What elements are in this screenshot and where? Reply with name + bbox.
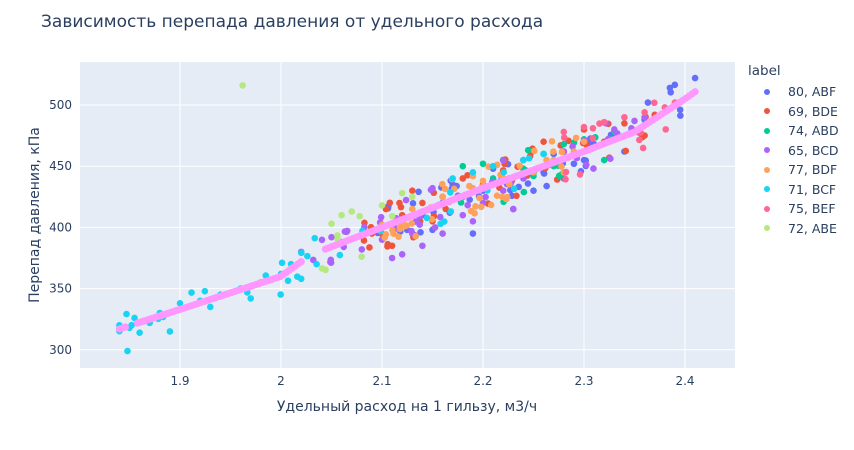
- x-axis-title: Удельный расход на 1 гильзу, м3/ч: [277, 399, 537, 415]
- legend-label: 74, ABD: [788, 123, 839, 139]
- legend-marker-icon: [764, 186, 770, 193]
- legend-marker-icon: [764, 166, 770, 173]
- legend-item[interactable]: 69, BDE: [748, 102, 839, 122]
- x-tick-label: 2.2: [473, 374, 492, 388]
- legend-item[interactable]: 75, BEF: [748, 199, 839, 219]
- legend-label: 80, ABF: [788, 84, 837, 100]
- x-tick-label: 2.3: [574, 374, 593, 388]
- chart-title: Зависимость перепада давления от удельно…: [41, 12, 544, 32]
- x-tick-label: 1.9: [170, 374, 189, 388]
- scatter-points: [115, 74, 699, 355]
- legend-item[interactable]: 77, BDF: [748, 160, 839, 180]
- legend-item[interactable]: 72, ABE: [748, 219, 839, 239]
- legend-label: 65, BCD: [788, 142, 839, 158]
- legend-item[interactable]: 65, BCD: [748, 141, 839, 161]
- legend-title: label: [748, 63, 781, 79]
- y-tick-label: 500: [49, 98, 72, 112]
- y-tick-label: 450: [49, 159, 72, 173]
- legend-marker-icon: [764, 147, 770, 154]
- x-tick-label: 2.4: [675, 374, 694, 388]
- legend: label 80, ABF 69, BDE 74, ABD 65, BCD 77, BD…: [748, 63, 839, 238]
- x-axis-ticks: 1.9 2 2.1 2.2 2.3 2.4: [170, 374, 694, 388]
- legend-item[interactable]: 80, ABF: [748, 82, 839, 102]
- legend-label: 71, BCF: [788, 181, 837, 197]
- y-tick-label: 300: [49, 343, 72, 357]
- legend-label: 69, BDE: [788, 103, 838, 119]
- series-72-abe: [239, 82, 416, 274]
- y-tick-label: 350: [49, 282, 72, 296]
- x-tick-label: 2: [277, 374, 285, 388]
- legend-marker-icon: [764, 108, 770, 115]
- legend-label: 72, ABE: [788, 220, 837, 236]
- legend-marker-icon: [764, 127, 770, 134]
- legend-item[interactable]: 71, BCF: [748, 180, 839, 200]
- legend-marker-icon: [764, 225, 770, 232]
- legend-label: 75, BEF: [788, 201, 836, 217]
- y-tick-label: 400: [49, 220, 72, 234]
- legend-marker-icon: [764, 205, 770, 212]
- regression-line: [115, 88, 699, 333]
- legend-label: 77, BDF: [788, 162, 838, 178]
- x-tick-label: 2.1: [372, 374, 391, 388]
- legend-marker-icon: [764, 88, 770, 95]
- series-75-bef: [560, 99, 679, 183]
- legend-item[interactable]: 74, ABD: [748, 121, 839, 141]
- y-axis-ticks: 300 350 400 450 500: [49, 98, 72, 357]
- y-axis-title: Перепад давления, кПа: [27, 127, 43, 303]
